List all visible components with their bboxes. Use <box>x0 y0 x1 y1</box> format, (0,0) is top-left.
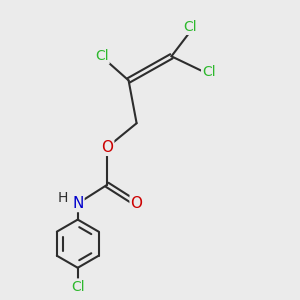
Text: Cl: Cl <box>71 280 85 293</box>
Text: O: O <box>130 196 142 211</box>
Text: Cl: Cl <box>95 49 109 63</box>
Text: N: N <box>72 196 83 211</box>
Text: Cl: Cl <box>183 20 197 34</box>
Text: Cl: Cl <box>202 65 216 80</box>
Text: O: O <box>101 140 113 155</box>
Text: H: H <box>58 191 68 205</box>
